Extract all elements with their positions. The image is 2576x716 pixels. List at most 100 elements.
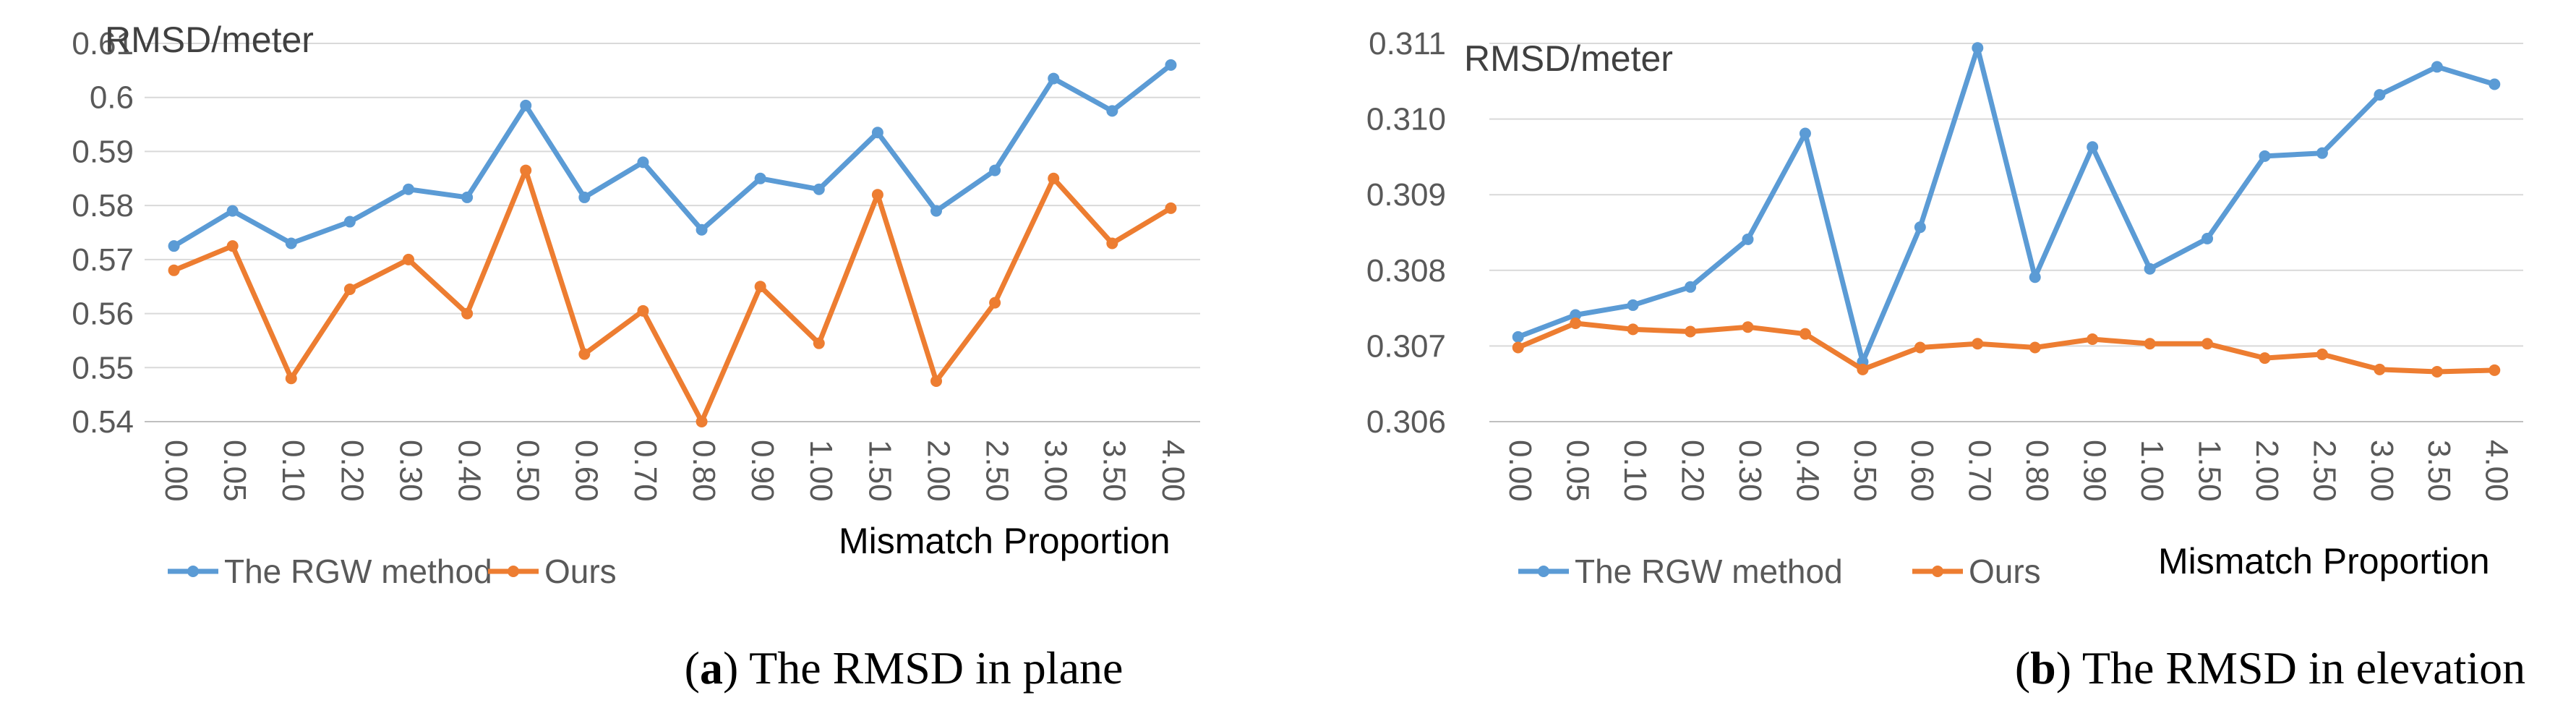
data-point (989, 297, 1001, 309)
y-tick-label: 0.59 (72, 134, 134, 169)
x-tick-label: 0.20 (334, 440, 369, 502)
x-tick-label: 0.00 (1502, 440, 1538, 502)
data-point (1106, 105, 1118, 117)
data-point (520, 164, 532, 176)
caption-open: ( (685, 642, 700, 694)
data-point (2316, 348, 2328, 360)
y-tick-label: 0.309 (1366, 177, 1446, 213)
x-axis-label: Mismatch Proportion (2158, 541, 2490, 581)
x-tick-label: 0.40 (451, 440, 487, 502)
data-point (989, 164, 1001, 176)
y-tick-label: 0.61 (72, 26, 134, 61)
data-point (1742, 233, 1754, 245)
series-line-ours (173, 168, 1173, 425)
data-point (754, 281, 766, 293)
x-tick-label: 2.50 (979, 440, 1014, 502)
data-point (2489, 78, 2501, 90)
legend-label: The RGW method (1575, 553, 1843, 590)
x-tick-label: 3.50 (1097, 440, 1132, 502)
data-point (1685, 281, 1697, 293)
data-point (1972, 338, 1984, 350)
data-point (1914, 221, 1926, 234)
data-point (1627, 323, 1639, 336)
y-axis-label: RMSD/meter (105, 20, 314, 60)
x-tick-label: 1.00 (803, 440, 839, 502)
legend-label: The RGW method (224, 553, 492, 590)
data-point (403, 183, 414, 195)
x-tick-label: 0.05 (1560, 440, 1596, 502)
x-tick-label: 2.00 (920, 440, 956, 502)
data-point (2259, 150, 2271, 162)
data-point (2029, 341, 2041, 354)
series-line-rgw (172, 63, 1173, 249)
data-point (930, 375, 942, 387)
x-tick-label: 0.80 (2019, 440, 2055, 502)
data-point (1570, 309, 1582, 321)
y-tick-label: 0.57 (72, 242, 134, 278)
data-point (871, 127, 883, 139)
caption-label: b (2030, 642, 2056, 694)
data-point (1165, 59, 1177, 71)
y-tick-label: 0.311 (1369, 26, 1446, 61)
data-point (461, 191, 474, 203)
data-point (754, 172, 766, 184)
caption-open: ( (2015, 642, 2030, 694)
caption-label: a (700, 642, 723, 694)
data-point (2201, 338, 2214, 350)
x-tick-label: 4.00 (1155, 440, 1191, 502)
legend-marker (508, 566, 519, 577)
x-tick-label: 0.20 (1674, 440, 1710, 502)
data-point (226, 240, 239, 252)
x-tick-label: 0.90 (745, 440, 780, 502)
data-point (2201, 232, 2214, 244)
data-point (2029, 271, 2041, 284)
data-point (1799, 328, 1811, 340)
x-tick-label: 0.10 (275, 440, 311, 502)
data-point (1742, 321, 1754, 333)
caption-close: ) (723, 642, 749, 694)
data-point (637, 156, 649, 169)
data-point (2316, 147, 2328, 159)
data-point (813, 183, 825, 195)
data-point (930, 205, 942, 217)
x-tick-label: 0.10 (1617, 440, 1653, 502)
data-point (520, 99, 532, 111)
caption: (b) The RMSD in elevation (2015, 642, 2525, 694)
data-point (1512, 331, 1524, 343)
data-point (2489, 364, 2501, 376)
data-point (1799, 127, 1811, 140)
x-tick-label: 0.30 (1732, 440, 1768, 502)
x-tick-label: 1.00 (2134, 440, 2170, 502)
data-point (168, 240, 180, 252)
y-tick-label: 0.306 (1366, 404, 1446, 440)
caption-text: The RMSD in plane (749, 642, 1123, 694)
chart-panel-a: 0.54 0.55 0.56 0.57 0.58 0.59 0.6 0.61 0.00 0.05 0… (72, 20, 1200, 694)
data-point (226, 205, 239, 217)
y-tick-label: 0.308 (1366, 253, 1446, 289)
x-tick-label: 2.50 (2306, 440, 2342, 502)
data-point (696, 416, 708, 427)
data-point (1972, 42, 1984, 54)
x-tick-label: 3.00 (2364, 440, 2400, 502)
data-point (168, 264, 180, 276)
data-point (2374, 363, 2386, 375)
data-point (1685, 325, 1697, 338)
chart-panel-b: 0.306 0.307 0.308 0.309 0.310 0.311 0.00 0.05 0.… (1366, 26, 2525, 694)
x-tick-label: 4.00 (2479, 440, 2515, 502)
data-point (871, 189, 883, 201)
legend-marker (187, 566, 199, 577)
x-tick-label: 1.50 (862, 440, 897, 502)
data-point (1165, 202, 1177, 214)
x-tick-label: 3.50 (2421, 440, 2457, 502)
x-tick-label: 0.50 (1847, 440, 1883, 502)
data-point (1857, 363, 1869, 375)
data-point (285, 237, 297, 250)
x-tick-label: 0.60 (1904, 440, 1940, 502)
x-tick-label: 0.60 (569, 440, 604, 502)
data-point (578, 191, 591, 203)
data-point (1914, 341, 1926, 354)
caption: (a) The RMSD in plane (685, 642, 1124, 694)
data-point (403, 253, 414, 265)
x-tick-label: 0.40 (1789, 440, 1825, 502)
